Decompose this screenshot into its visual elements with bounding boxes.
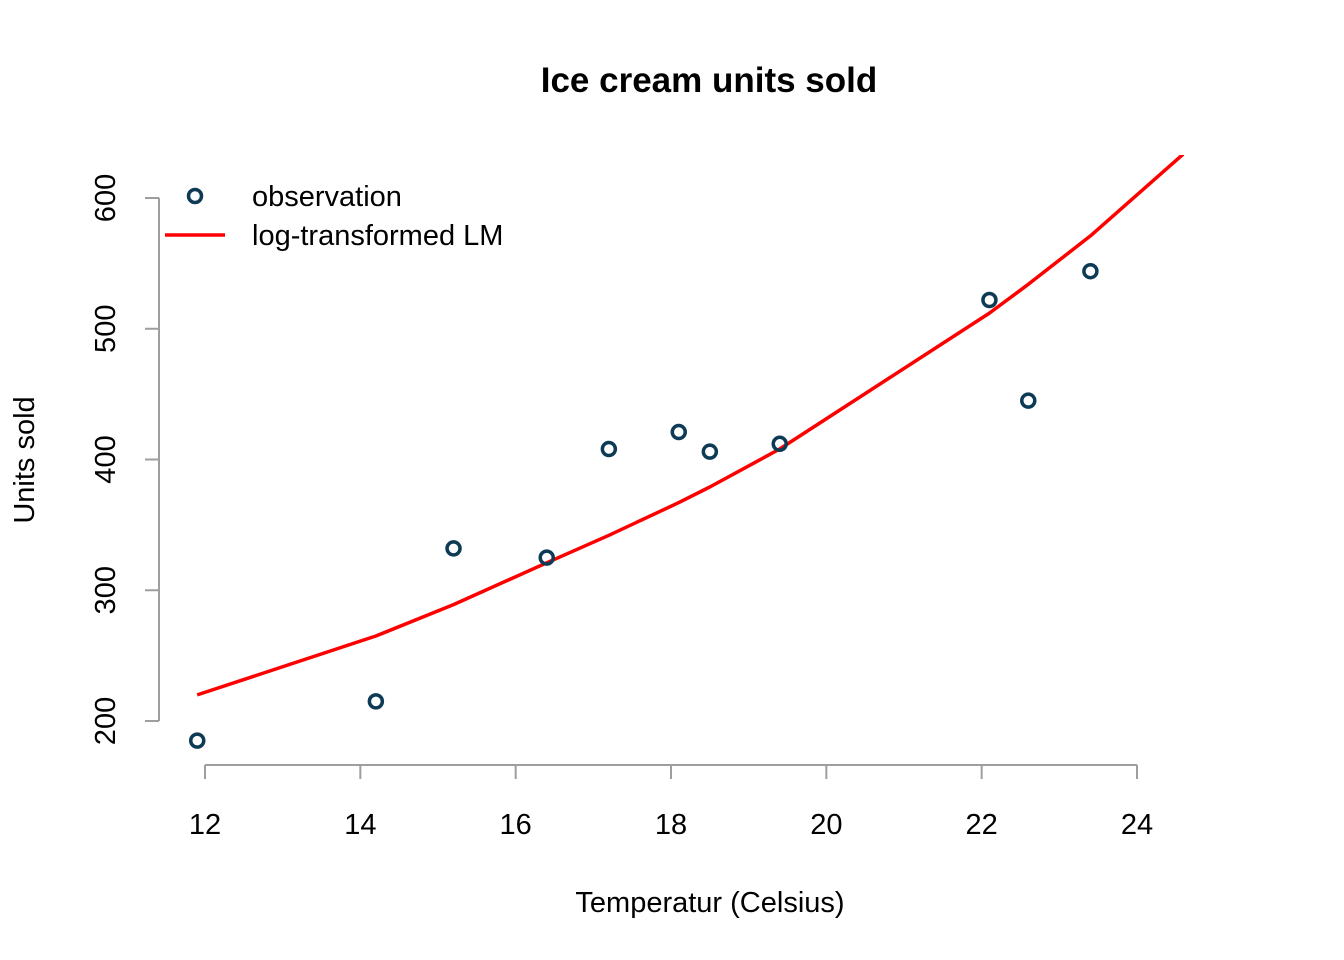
x-tick-label: 12 (189, 809, 221, 841)
observation-point (981, 291, 998, 309)
x-axis-label: Temperatur (Celsius) (575, 887, 844, 919)
y-tick-label: 400 (90, 435, 122, 483)
plot-area (188, 155, 1229, 749)
legend-label: observation (252, 181, 402, 213)
axes: 12 14 16 18 20 22 24 200 300 400 500 600 (90, 174, 1153, 841)
observation-point (1216, 173, 1229, 186)
observation-point (1082, 262, 1099, 280)
observation-point (670, 423, 688, 441)
observation-point (188, 732, 206, 749)
observation-point (771, 435, 788, 453)
y-tick-label: 600 (90, 174, 122, 222)
y-tick-label: 200 (90, 697, 122, 745)
legend-label: log-transformed LM (252, 220, 503, 252)
x-tick-label: 14 (344, 809, 376, 841)
y-tick-label: 300 (90, 566, 122, 614)
y-tick-label: 500 (90, 305, 122, 353)
x-tick-label: 16 (500, 809, 532, 841)
chart-title: Ice cream units sold (541, 61, 878, 100)
x-tick-label: 22 (966, 809, 998, 841)
observation-point (367, 693, 385, 710)
x-tick-label: 24 (1121, 809, 1153, 841)
x-tick-label: 20 (810, 809, 842, 841)
y-axis-label: Units sold (9, 396, 41, 523)
observation-point (701, 443, 719, 460)
observation-point (538, 549, 555, 566)
legend-point-marker (186, 187, 204, 205)
observation-point (445, 540, 462, 557)
observation-point (600, 440, 618, 458)
observation-point (1020, 392, 1037, 409)
legend: observation log-transformed LM (165, 181, 503, 252)
fitted-line (196, 155, 1184, 697)
x-tick-label: 18 (655, 809, 687, 841)
